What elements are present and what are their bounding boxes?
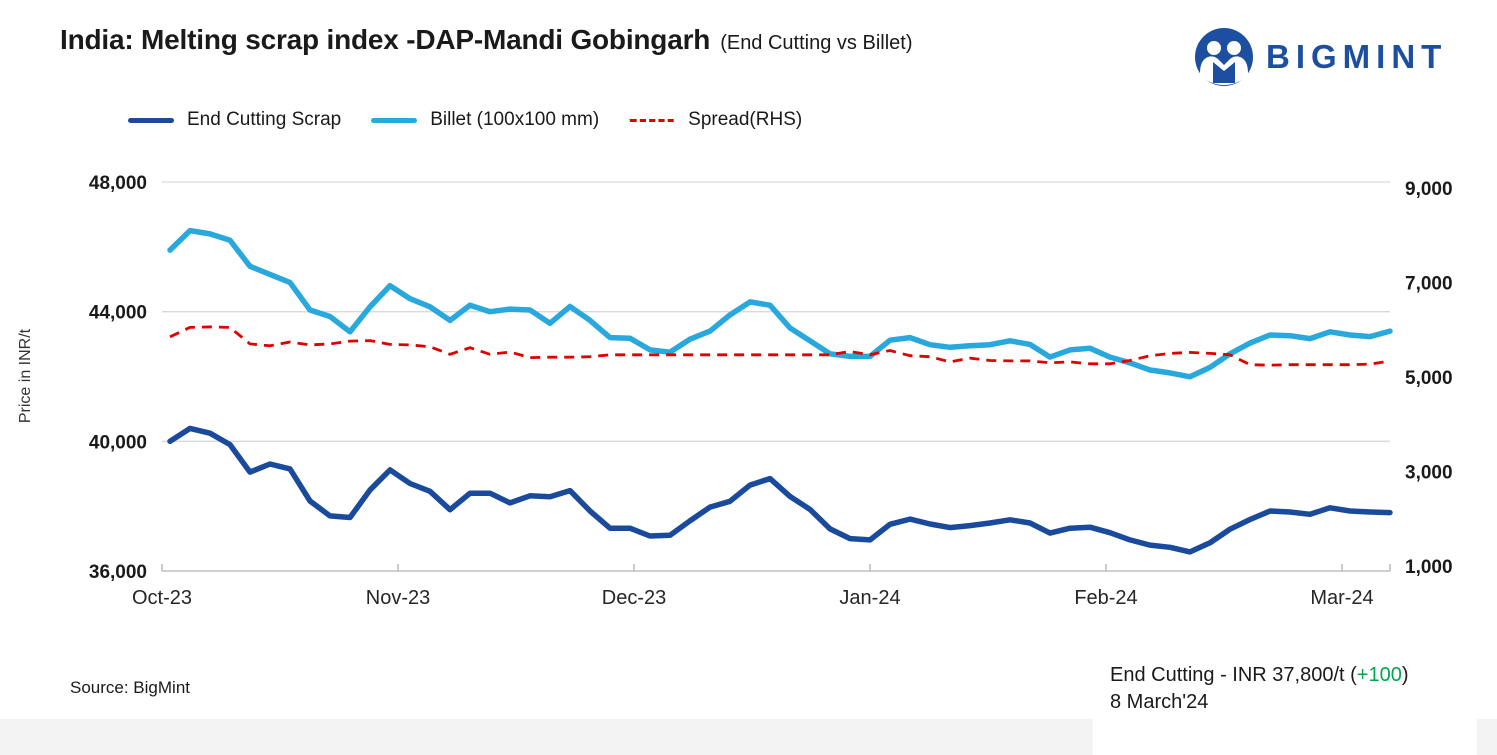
left-axis-label: 40,000 (89, 432, 147, 453)
x-axis-label: Jan-24 (839, 587, 900, 609)
x-axis-label: Nov-23 (366, 587, 430, 609)
chart-title: India: Melting scrap index -DAP-Mandi Go… (60, 24, 711, 55)
series-line-end-cutting-scrap (167, 425, 1393, 555)
source-note: Source: BigMint (70, 678, 190, 697)
y-axis-title: Price in INR/t (17, 328, 34, 423)
legend-label: Spread(RHS) (688, 109, 803, 130)
brand-name: BIGMINT (1266, 38, 1448, 75)
legend-item-end-cutting: End Cutting Scrap (128, 109, 341, 131)
x-axis-label: Dec-23 (602, 587, 666, 609)
left-axis-label: 36,000 (89, 562, 147, 583)
legend-item-billet: Billet (100x100 mm) (371, 109, 599, 131)
right-axis-label: 5,000 (1405, 368, 1453, 389)
x-axis-label: Mar-24 (1310, 587, 1373, 609)
right-axis-label: 7,000 (1405, 274, 1453, 295)
latest-price-annotation: End Cutting - INR 37,800/t (+100) 8 Marc… (1093, 656, 1477, 755)
latest-price-date: 8 March'24 (1110, 691, 1209, 713)
x-axis-label: Oct-23 (132, 587, 192, 609)
legend-label: End Cutting Scrap (187, 109, 342, 130)
right-axis-label: 9,000 (1405, 179, 1453, 200)
brand-logo: BIGMINT (1194, 26, 1447, 88)
series-line-billet-100x100-mm (167, 227, 1393, 380)
legend-label: Billet (100x100 mm) (430, 109, 600, 130)
price-change-value: +100 (1356, 664, 1402, 686)
spread-line-swatch (629, 118, 676, 122)
x-axis-label: Feb-24 (1074, 587, 1137, 609)
chart-legend: End Cutting Scrap Billet (100x100 mm) Sp… (128, 109, 802, 131)
chart-subtitle: (End Cutting vs Billet) (720, 32, 913, 54)
line-chart: 48,000 44,000 40,000 36,000 9,000 7,000 5,000 3… (17, 173, 1453, 609)
billet-line-swatch (371, 117, 418, 123)
page-title: India: Melting scrap index -DAP-Mandi Go… (60, 24, 912, 56)
series-line-spread-rhs (169, 325, 1391, 367)
bigmint-logo-icon (1194, 26, 1254, 88)
left-axis-label: 44,000 (89, 303, 147, 324)
right-axis-label: 3,000 (1405, 463, 1453, 484)
right-axis-label: 1,000 (1405, 557, 1453, 578)
end-cutting-line-swatch (128, 117, 174, 123)
left-axis-label: 48,000 (89, 173, 147, 194)
latest-price-line: End Cutting - INR 37,800/t (+100) (1110, 664, 1409, 686)
legend-item-spread: Spread(RHS) (629, 109, 802, 131)
